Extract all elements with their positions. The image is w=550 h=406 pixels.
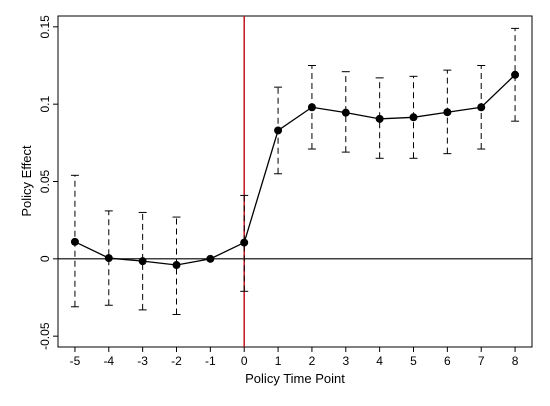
x-tick-label: 2 — [309, 354, 316, 368]
data-point — [511, 70, 520, 79]
x-tick-label: 5 — [410, 354, 417, 368]
x-tick-label: 4 — [376, 354, 383, 368]
data-points — [70, 70, 520, 270]
data-point — [138, 257, 147, 266]
x-tick-label: -5 — [70, 354, 81, 368]
y-tick-label: 0.05 — [38, 169, 52, 193]
y-tick-label: 0 — [38, 255, 52, 262]
series-polyline — [74, 74, 516, 266]
data-point — [70, 237, 79, 246]
x-tick-label: 6 — [444, 354, 451, 368]
data-point — [172, 261, 181, 270]
x-tick-label: -1 — [205, 354, 216, 368]
data-point — [443, 108, 452, 117]
data-point — [409, 113, 418, 122]
data-point — [104, 254, 113, 263]
reference-lines — [58, 16, 532, 347]
x-tick-label: 3 — [342, 354, 349, 368]
x-axis-label: Policy Time Point — [245, 371, 345, 386]
plot-frame — [57, 15, 533, 348]
x-tick-label: 1 — [275, 354, 282, 368]
x-tick-label: 8 — [512, 354, 519, 368]
data-point — [477, 103, 486, 112]
x-tick-label: 0 — [241, 354, 248, 368]
data-point — [206, 254, 215, 263]
data-point — [240, 238, 249, 247]
y-axis-ticks: -0.05 0 0.05 0.1 0.15 — [38, 15, 58, 350]
y-axis-label: Policy Effect — [19, 145, 34, 217]
x-tick-label: 7 — [478, 354, 485, 368]
data-point — [274, 126, 283, 135]
x-tick-label: -4 — [103, 354, 114, 368]
y-tick-label: 0.1 — [38, 95, 52, 112]
y-tick-label: -0.05 — [38, 322, 52, 350]
x-tick-label: -3 — [137, 354, 148, 368]
data-point — [307, 103, 316, 112]
y-tick-label: 0.15 — [38, 15, 52, 39]
confidence-intervals — [70, 27, 520, 316]
x-tick-label: -2 — [171, 354, 182, 368]
series-line — [74, 74, 516, 266]
x-axis-ticks: -5 -4 -3 -2 -1 0 1 2 3 4 5 6 7 8 — [70, 347, 519, 368]
data-point — [375, 114, 384, 123]
data-point — [341, 108, 350, 117]
